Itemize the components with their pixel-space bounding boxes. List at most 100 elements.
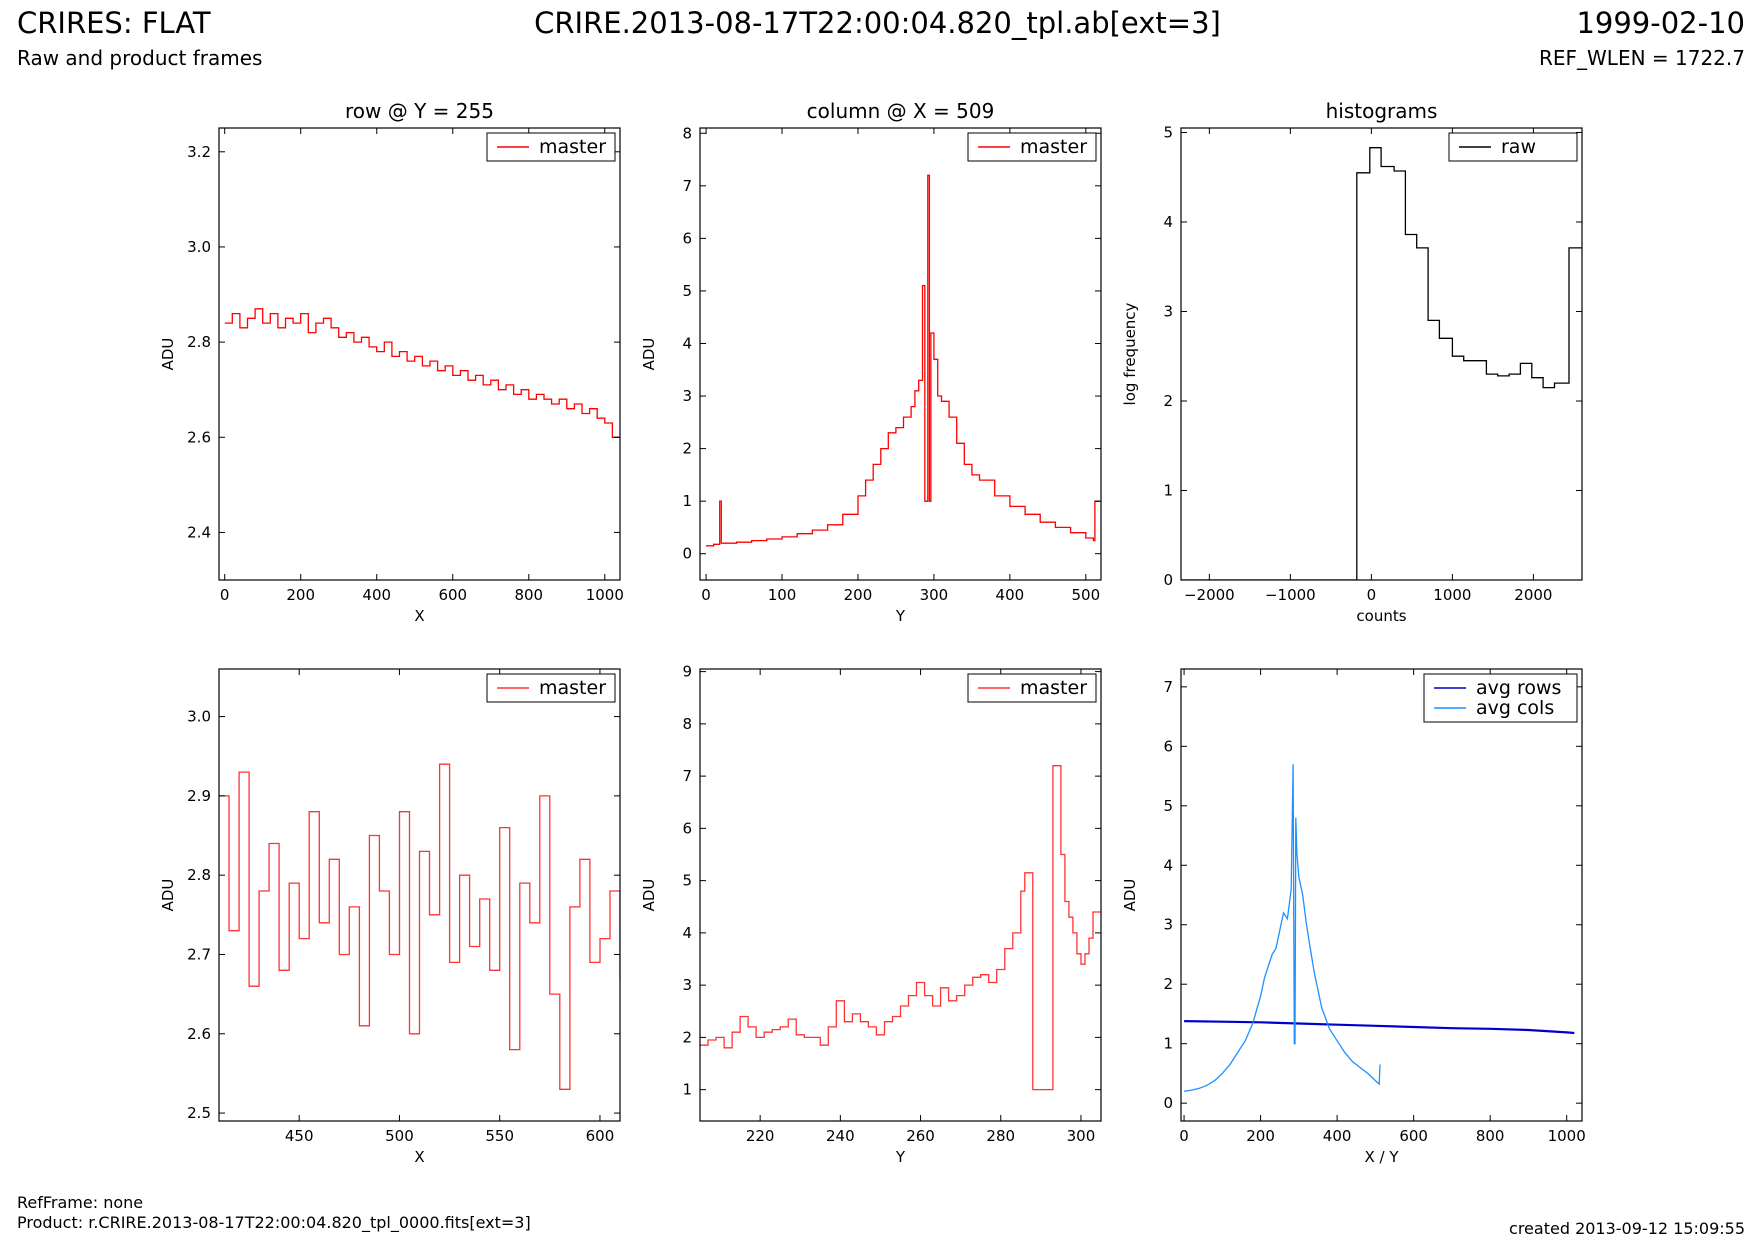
y-tick-label: 4 — [1163, 213, 1173, 231]
y-tick-label: 1 — [1163, 481, 1173, 499]
plot-frame — [699, 668, 1102, 1122]
y-tick-label: 2 — [682, 1028, 692, 1046]
y-tick-label: 4 — [682, 924, 692, 942]
x-tick-label: 600 — [586, 1127, 615, 1145]
x-tick-label: 0 — [701, 586, 711, 604]
x-tick-label: 0 — [1179, 1127, 1189, 1145]
y-tick-label: 2 — [1163, 975, 1173, 993]
legend-label: avg cols — [1476, 697, 1554, 719]
y-tick-label: 9 — [682, 663, 692, 681]
legend-label: master — [1020, 677, 1087, 699]
chart-title: row @ Y = 255 — [345, 99, 494, 123]
x-tick-label: 300 — [920, 586, 949, 604]
x-tick-label: 800 — [514, 586, 543, 604]
x-tick-label: 1000 — [1548, 1127, 1586, 1145]
y-tick-label: 3.0 — [187, 708, 211, 726]
chart-title: column @ X = 509 — [807, 99, 995, 123]
x-tick-label: 1000 — [586, 586, 624, 604]
x-tick-label: 200 — [844, 586, 873, 604]
y-tick-label: 3.2 — [187, 143, 211, 161]
y-tick-label: 4 — [1163, 856, 1173, 874]
legend-label: avg rows — [1476, 677, 1561, 699]
x-axis-label: counts — [1356, 607, 1406, 625]
legend-label: master — [1020, 136, 1087, 158]
x-tick-label: 400 — [996, 586, 1025, 604]
y-tick-label: 6 — [1163, 737, 1173, 755]
y-tick-label: 1 — [682, 492, 692, 510]
x-tick-label: 500 — [1071, 586, 1100, 604]
x-tick-label: 280 — [986, 1127, 1015, 1145]
x-axis-label: X — [414, 1148, 424, 1166]
chart-1: 0 200 400 600 800 1000 2.4 2.6 2.8 3.0 3.2 row @ Y … — [159, 99, 624, 625]
legend: raw — [1448, 132, 1578, 162]
x-tick-label: 0 — [220, 586, 230, 604]
y-tick-label: 8 — [682, 715, 692, 733]
x-tick-label: 1000 — [1433, 586, 1471, 604]
y-tick-label: 0 — [682, 545, 692, 563]
x-tick-label: 600 — [438, 586, 467, 604]
y-axis-label: ADU — [159, 879, 177, 912]
y-tick-label: 3 — [1163, 302, 1173, 320]
y-tick-label: 7 — [1163, 678, 1173, 696]
chart-3: −2000 −1000 0 1000 2000 0 1 2 3 4 5 histograms count… — [1121, 99, 1583, 625]
plot-frame — [1180, 127, 1583, 581]
y-tick-label: 2.6 — [187, 1025, 211, 1043]
y-tick-label: 6 — [682, 819, 692, 837]
legend: master — [486, 673, 616, 703]
chart-5: 220 240 260 280 300 1 2 3 4 5 6 7 8 9 Y ADU master — [640, 663, 1102, 1166]
y-tick-label: 5 — [682, 872, 692, 890]
page-subtitle: Raw and product frames — [17, 46, 263, 70]
y-tick-label: 5 — [1163, 123, 1173, 141]
x-tick-label: 300 — [1067, 1127, 1096, 1145]
y-axis-label: ADU — [640, 879, 658, 912]
x-tick-label: 500 — [385, 1127, 414, 1145]
x-tick-label: 200 — [286, 586, 315, 604]
plot-frame — [218, 127, 621, 581]
x-tick-label: 100 — [768, 586, 797, 604]
y-tick-label: 2.6 — [187, 428, 211, 446]
y-tick-label: 6 — [682, 229, 692, 247]
y-tick-label: 0 — [1163, 571, 1173, 589]
page-title: CRIRES: FLAT — [17, 6, 211, 40]
y-tick-label: 5 — [1163, 797, 1173, 815]
y-tick-label: 3.0 — [187, 238, 211, 256]
y-axis-label: ADU — [159, 338, 177, 371]
y-tick-label: 7 — [682, 767, 692, 785]
x-axis-label: X / Y — [1364, 1148, 1399, 1166]
refframe-label: RefFrame: none — [17, 1193, 144, 1212]
y-tick-label: 0 — [1163, 1094, 1173, 1112]
y-tick-label: 1 — [1163, 1035, 1173, 1053]
y-tick-label: 2.5 — [187, 1104, 211, 1122]
x-tick-label: 2000 — [1514, 586, 1552, 604]
y-tick-label: 4 — [682, 334, 692, 352]
y-tick-label: 2.4 — [187, 523, 211, 541]
x-tick-label: 260 — [906, 1127, 935, 1145]
x-tick-label: 550 — [485, 1127, 514, 1145]
y-tick-label: 2.8 — [187, 866, 211, 884]
legend-label: raw — [1501, 136, 1536, 158]
x-tick-label: 450 — [285, 1127, 314, 1145]
series-line-avg-rows — [1184, 1020, 1575, 1035]
product-label: Product: r.CRIRE.2013-08-17T22:00:04.820… — [17, 1213, 531, 1232]
plot-frame — [218, 668, 621, 1122]
x-tick-label: 600 — [1399, 1127, 1428, 1145]
x-tick-label: 0 — [1367, 586, 1377, 604]
ref-wlen-label: REF_WLEN = 1722.7 — [1538, 46, 1745, 70]
series-line-master — [224, 308, 620, 438]
y-tick-label: 3 — [682, 976, 692, 994]
y-tick-label: 2.7 — [187, 945, 211, 963]
legend-label: master — [539, 677, 606, 699]
series-line-raw — [1181, 147, 1582, 580]
y-tick-label: 2 — [1163, 392, 1173, 410]
legend: master — [967, 132, 1097, 162]
x-tick-label: 400 — [362, 586, 391, 604]
chart-4: 450 500 550 600 2.5 2.6 2.7 2.8 2.9 3.0 X ADU master — [159, 668, 621, 1166]
date-title: 1999-02-10 — [1576, 6, 1745, 40]
x-tick-label: −1000 — [1265, 586, 1316, 604]
x-tick-label: 220 — [746, 1127, 775, 1145]
y-axis-label: ADU — [1121, 879, 1139, 912]
y-tick-label: 2.8 — [187, 333, 211, 351]
file-title: CRIRE.2013-08-17T22:00:04.820_tpl.ab[ext… — [534, 6, 1221, 40]
y-tick-label: 3 — [1163, 916, 1173, 934]
y-tick-label: 3 — [682, 387, 692, 405]
